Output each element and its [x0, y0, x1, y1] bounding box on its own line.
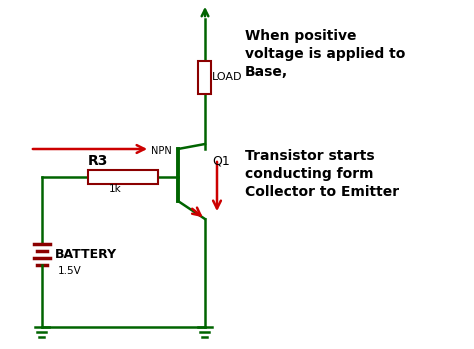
Bar [88, 170, 158, 184]
Text: LOAD: LOAD [212, 72, 243, 82]
Text: Transistor starts
conducting form
Collector to Emitter: Transistor starts conducting form Collec… [245, 149, 399, 199]
Text: BATTERY: BATTERY [55, 247, 117, 260]
Text: When positive
voltage is applied to
Base,: When positive voltage is applied to Base… [245, 29, 405, 79]
Text: 1.5V: 1.5V [58, 266, 82, 276]
Text: NPN: NPN [151, 146, 172, 156]
Text: 1k: 1k [109, 184, 121, 194]
Bar [199, 61, 211, 94]
Text: Q1: Q1 [212, 155, 230, 168]
Text: R3: R3 [88, 154, 109, 168]
